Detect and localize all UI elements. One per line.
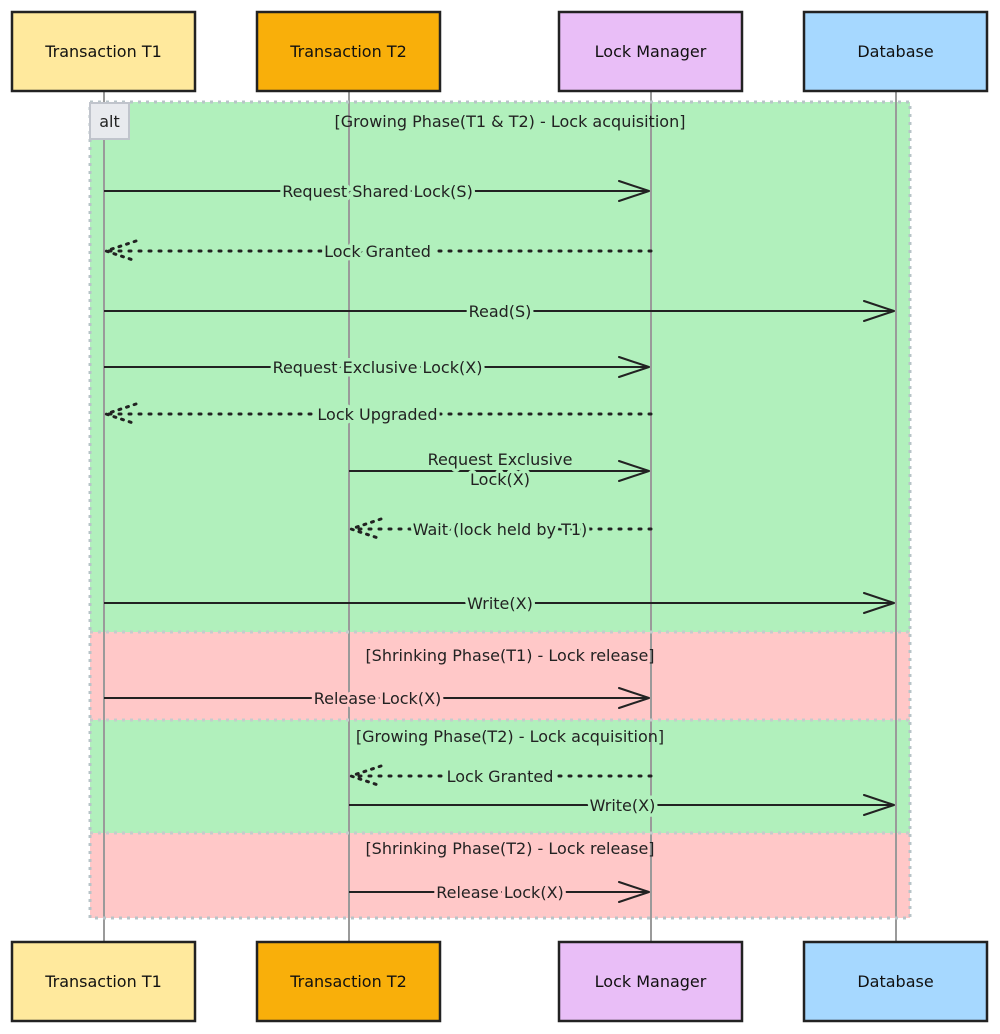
actor-label: Database xyxy=(857,42,933,61)
message-arrow: Read(S) xyxy=(104,299,895,325)
message-arrow: Lock Upgraded xyxy=(104,402,653,428)
alt-label-box xyxy=(89,102,130,140)
actor-label: Lock Manager xyxy=(595,972,707,991)
message-arrow: Write(X) xyxy=(104,591,895,617)
actor-box xyxy=(557,940,744,1023)
arrowhead-icon xyxy=(863,592,895,614)
actor-box xyxy=(802,10,989,93)
message-label: Release Lock(X) xyxy=(314,689,442,708)
actor-bottom-lm: Lock Manager xyxy=(557,940,744,1023)
message-label: Lock Upgraded xyxy=(317,405,437,424)
message-arrow: Release Lock(X) xyxy=(104,686,650,712)
actor-label: Lock Manager xyxy=(595,42,707,61)
message-label: Read(S) xyxy=(469,302,532,321)
actor-bottom-db: Database xyxy=(802,940,989,1023)
arrowhead-icon xyxy=(349,517,383,541)
message-label: Write(X) xyxy=(467,594,533,613)
actor-top-lm: Lock Manager xyxy=(557,10,744,93)
actor-top-t2: Transaction T2 xyxy=(255,10,442,93)
section-label: [Shrinking Phase(T2) - Lock release] xyxy=(365,839,654,858)
message-arrow: Wait (lock held by T1) xyxy=(349,517,653,543)
actor-label: Transaction T1 xyxy=(44,972,162,991)
message-label: Lock Granted xyxy=(447,767,554,786)
section-label: [Shrinking Phase(T1) - Lock release] xyxy=(365,646,654,665)
alt-label: alt xyxy=(99,112,120,131)
actor-top-t1: Transaction T1 xyxy=(10,10,197,93)
actor-bottom-t2: Transaction T2 xyxy=(255,940,442,1023)
actor-box xyxy=(255,940,442,1023)
section-label: [Growing Phase(T2) - Lock acquisition] xyxy=(356,727,664,746)
arrowhead-icon xyxy=(863,300,895,322)
actor-box xyxy=(802,940,989,1023)
arrowhead-icon xyxy=(618,687,650,709)
message-label: Wait (lock held by T1) xyxy=(413,520,588,539)
message-label: Request Exclusive Lock(X) xyxy=(273,358,483,377)
message-arrow: Write(X) xyxy=(349,793,895,819)
message-arrow: Lock Granted xyxy=(349,764,653,790)
message-arrow: Request Exclusive Lock(X) xyxy=(349,447,650,493)
message-arrow: Release Lock(X) xyxy=(349,880,650,906)
message-label: Release Lock(X) xyxy=(436,883,564,902)
fragment-section xyxy=(90,632,910,720)
fragment-border xyxy=(88,100,912,920)
actor-box xyxy=(255,10,442,93)
fragment-section xyxy=(90,833,910,918)
actor-label: Transaction T1 xyxy=(44,42,162,61)
arrowhead-icon xyxy=(104,239,138,263)
arrowhead-icon xyxy=(618,356,650,378)
message-label: Request Exclusive Lock(X) xyxy=(428,450,573,489)
actor-label: Transaction T2 xyxy=(289,42,407,61)
message-arrow: Request Shared Lock(S) xyxy=(104,179,650,205)
actor-box xyxy=(557,10,744,93)
message-label: Request Shared Lock(S) xyxy=(282,182,473,201)
section-label: [Growing Phase(T1 & T2) - Lock acquisiti… xyxy=(335,112,686,131)
actor-label: Transaction T2 xyxy=(289,972,407,991)
message-label: Write(X) xyxy=(590,796,656,815)
arrowhead-icon xyxy=(618,180,650,202)
actor-bottom-t1: Transaction T1 xyxy=(10,940,197,1023)
message-label: Lock Granted xyxy=(324,242,431,261)
arrowhead-icon xyxy=(618,881,650,903)
message-arrow: Request Exclusive Lock(X) xyxy=(104,355,650,381)
actor-top-db: Database xyxy=(802,10,989,93)
actor-box xyxy=(10,940,197,1023)
message-arrow: Lock Granted xyxy=(104,239,653,265)
arrowhead-icon xyxy=(349,764,383,788)
arrowhead-icon xyxy=(104,402,138,426)
actor-label: Database xyxy=(857,972,933,991)
arrowhead-icon xyxy=(618,460,650,482)
arrowhead-icon xyxy=(863,794,895,816)
actor-box xyxy=(10,10,197,93)
